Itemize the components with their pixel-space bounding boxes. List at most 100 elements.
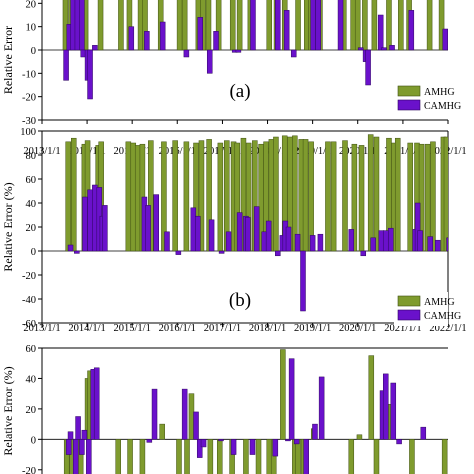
amhg-bar [125,141,132,252]
camhg-bar [300,250,306,312]
camhg-bar [288,358,295,440]
amhg-bar [358,145,365,252]
amhg-bar [161,141,167,252]
camhg-bar [218,439,224,442]
y-tick-label: 100 [20,127,36,138]
panel-a: -30-20-10010202013/1/12014/1/12015/1/120… [1,0,467,157]
x-tick-label: 2019/1/1 [294,323,331,334]
bars [62,0,448,100]
camhg-bar [218,250,225,254]
y-tick-label: 10 [26,23,37,34]
y-tick-label: -10 [22,69,36,80]
amhg-bar [351,143,358,252]
camhg-bar [290,49,297,58]
camhg-bar [283,10,290,51]
camhg-bar [230,439,237,455]
panel-c: -20 0 20 40 60 Relative Error (%) [1,344,448,474]
camhg-bar [396,439,402,445]
legend-label: AMHG [424,87,455,98]
amhg-bar [181,0,188,51]
legend-label: AMHG [424,297,455,308]
y-tick-label: -20 [22,93,36,104]
x-tick-label: 2018/1/1 [249,323,286,334]
amhg-bar [373,439,380,474]
amhg-bar [200,0,206,51]
x-tick-label: 2015/1/1 [113,323,150,334]
amhg-bar [394,137,401,252]
camhg-bar [294,233,301,252]
camhg-bar [312,423,318,440]
camhg-bar [193,411,199,440]
camhg-bar [87,189,93,252]
y-axis-title: Relative Error (%) [1,366,15,455]
camhg-bar [81,429,88,440]
camhg-bar [175,250,182,255]
amhg-bar [441,439,448,474]
camhg-bar [146,439,153,443]
amhg-bar [134,145,141,252]
amhg-bar [302,139,309,252]
amhg-bar [176,0,183,51]
amhg-bar [266,0,273,51]
amhg-bar [398,0,404,51]
camhg-bar [235,49,242,53]
y-tick-label: 20 [26,223,37,234]
camhg-bar [434,239,441,252]
y-tick-label: 60 [26,344,37,355]
amhg-bar [118,0,124,51]
camhg-bar [381,47,387,51]
camhg-bar [197,17,203,51]
amhg-bar [139,439,146,474]
legend-label: CAMHG [424,101,461,112]
amhg-bar [409,439,415,474]
camhg-bar [79,0,85,51]
bars [63,349,448,474]
panel-label: (b) [229,290,251,311]
camhg-bar [159,21,166,51]
camhg-bar [65,439,72,455]
y-tick-label: 40 [26,199,37,210]
camhg-bar [236,212,243,252]
camhg-bar [225,231,232,252]
x-tick-label: 2022/1/1 [429,323,466,334]
camhg-bar [377,14,384,51]
y-axis-title: Relative Error [1,26,15,94]
amhg-bar [207,439,214,474]
camhg-bar [208,219,215,252]
y-tick-label: 0 [31,435,36,446]
amhg-bar [362,0,368,51]
camhg-bar [87,49,93,100]
x-tick-label: 2021/1/1 [384,323,421,334]
camhg-bar [389,45,395,51]
camhg-bar [337,0,344,51]
camhg-bar [183,49,190,58]
y-tick-label: 0 [31,46,36,57]
camhg-bar [417,230,423,252]
amhg-bar [176,439,182,474]
amhg-bar [70,137,77,252]
camhg-bar [164,231,170,252]
amhg-bar [295,0,301,51]
amhg-bar [198,140,205,252]
y-tick-label: 20 [26,0,37,10]
camhg-bar [206,49,213,74]
camhg-bar [285,226,292,252]
camhg-bar [153,194,160,252]
amhg-bar [354,0,361,51]
amhg-bar [295,439,301,474]
camhg-bar [390,382,397,440]
amhg-bar [438,0,445,51]
amhg-bar [183,141,190,252]
x-tick-label: 2020/1/1 [339,323,376,334]
camhg-bar [67,244,74,252]
amhg-bar [188,393,195,440]
camhg-bar [382,373,389,440]
y-tick-label: 40 [26,374,37,385]
amhg-bar [430,141,436,252]
camhg-bar [310,0,316,51]
camhg-bar [348,229,355,252]
camhg-bar [75,416,81,440]
camhg-bar [446,237,448,252]
camhg-bar [250,0,256,51]
